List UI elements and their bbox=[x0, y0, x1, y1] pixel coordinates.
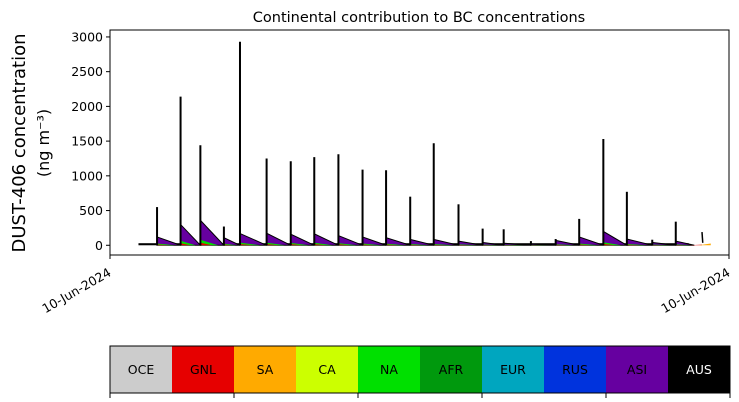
event-15 bbox=[502, 229, 531, 246]
legend-label-aus: AUS bbox=[686, 362, 712, 377]
event-21 bbox=[651, 239, 676, 246]
legend-swatch-ca bbox=[296, 346, 359, 393]
event-9 bbox=[361, 169, 387, 246]
event-1 bbox=[179, 96, 202, 246]
event-6 bbox=[289, 161, 315, 246]
legend-swatch-aus bbox=[668, 346, 731, 393]
hump-gnl bbox=[200, 242, 213, 246]
x-tick-label: 10-Jun-2024 bbox=[39, 265, 113, 316]
hump-gnl bbox=[157, 244, 169, 246]
plot-area bbox=[138, 41, 711, 246]
event-16 bbox=[529, 241, 556, 246]
event-4 bbox=[238, 41, 267, 246]
legend-label-eur: EUR bbox=[500, 362, 526, 377]
event-22 bbox=[674, 221, 695, 246]
legend-label-rus: RUS bbox=[562, 362, 588, 377]
event-10 bbox=[385, 170, 411, 246]
legend-swatch-eur bbox=[482, 346, 545, 393]
tail-area bbox=[688, 232, 702, 246]
legend-swatch-na bbox=[358, 346, 421, 393]
event-19 bbox=[602, 139, 629, 246]
chart-title: Continental contribution to BC concentra… bbox=[253, 10, 585, 26]
legend-swatch-afr bbox=[420, 346, 483, 393]
legend-swatch-gnl bbox=[172, 346, 235, 393]
hump-gnl bbox=[603, 243, 616, 246]
y-axis-label-line2: (ng m⁻³) bbox=[34, 109, 53, 177]
y-tick-label: 2500 bbox=[71, 64, 103, 79]
hump-gnl bbox=[579, 244, 592, 246]
hump-gnl bbox=[386, 244, 399, 246]
legend-label-asi: ASI bbox=[627, 362, 647, 377]
legend-swatch-asi bbox=[606, 346, 669, 393]
legend-label-na: NA bbox=[380, 362, 398, 377]
y-tick-label: 3000 bbox=[71, 29, 103, 44]
hump-gnl bbox=[410, 244, 422, 246]
event-17 bbox=[554, 239, 580, 246]
legend-label-oce: OCE bbox=[128, 362, 155, 377]
event-8 bbox=[337, 154, 363, 246]
legend-swatch-rus bbox=[544, 346, 607, 393]
event-13 bbox=[457, 204, 483, 246]
x-tick-label: 10-Jun-2024 bbox=[658, 265, 732, 316]
hump-gnl bbox=[314, 244, 327, 246]
event-12 bbox=[432, 143, 459, 246]
y-tick-label: 1000 bbox=[71, 168, 103, 183]
plot-frame bbox=[109, 29, 730, 256]
legend-label-afr: AFR bbox=[439, 362, 464, 377]
hump-gnl bbox=[338, 244, 351, 246]
hump-gnl bbox=[223, 244, 232, 246]
event-18 bbox=[578, 218, 604, 246]
event-20 bbox=[625, 191, 653, 246]
tail-sa bbox=[698, 243, 711, 246]
y-tick-label: 0 bbox=[95, 238, 103, 253]
hump-gnl bbox=[290, 244, 303, 246]
legend-swatch-oce bbox=[110, 346, 173, 393]
legend-frame bbox=[109, 345, 731, 394]
y-axis-label: DUST-406 concentration (ng m⁻³) bbox=[9, 33, 53, 252]
hump-gnl bbox=[362, 244, 375, 246]
tail-outline bbox=[701, 232, 704, 243]
y-axis-label-line1: DUST-406 concentration bbox=[9, 33, 30, 252]
hump-gnl bbox=[239, 244, 254, 246]
event-7 bbox=[313, 157, 339, 246]
legend-swatch-sa bbox=[234, 346, 297, 393]
legend-label-ca: CA bbox=[318, 362, 336, 377]
y-tick-label: 2000 bbox=[71, 99, 103, 114]
y-tick-label: 500 bbox=[79, 203, 103, 218]
hump-gnl bbox=[266, 244, 279, 246]
hump-gnl bbox=[626, 244, 640, 246]
legend-label-gnl: GNL bbox=[190, 362, 216, 377]
event-2 bbox=[199, 145, 226, 246]
hump-gnl bbox=[433, 244, 447, 246]
y-tick-label: 1500 bbox=[71, 134, 103, 149]
legend: OCE GNL SA CA NA AFR EUR RUS ASI AUS bbox=[109, 345, 731, 398]
event-0 bbox=[156, 207, 181, 246]
event-3 bbox=[222, 226, 241, 246]
event-5 bbox=[265, 158, 291, 246]
hump-gnl bbox=[180, 243, 191, 246]
event-14 bbox=[481, 228, 504, 246]
legend-label-sa: SA bbox=[257, 362, 274, 377]
event-11 bbox=[409, 196, 434, 246]
